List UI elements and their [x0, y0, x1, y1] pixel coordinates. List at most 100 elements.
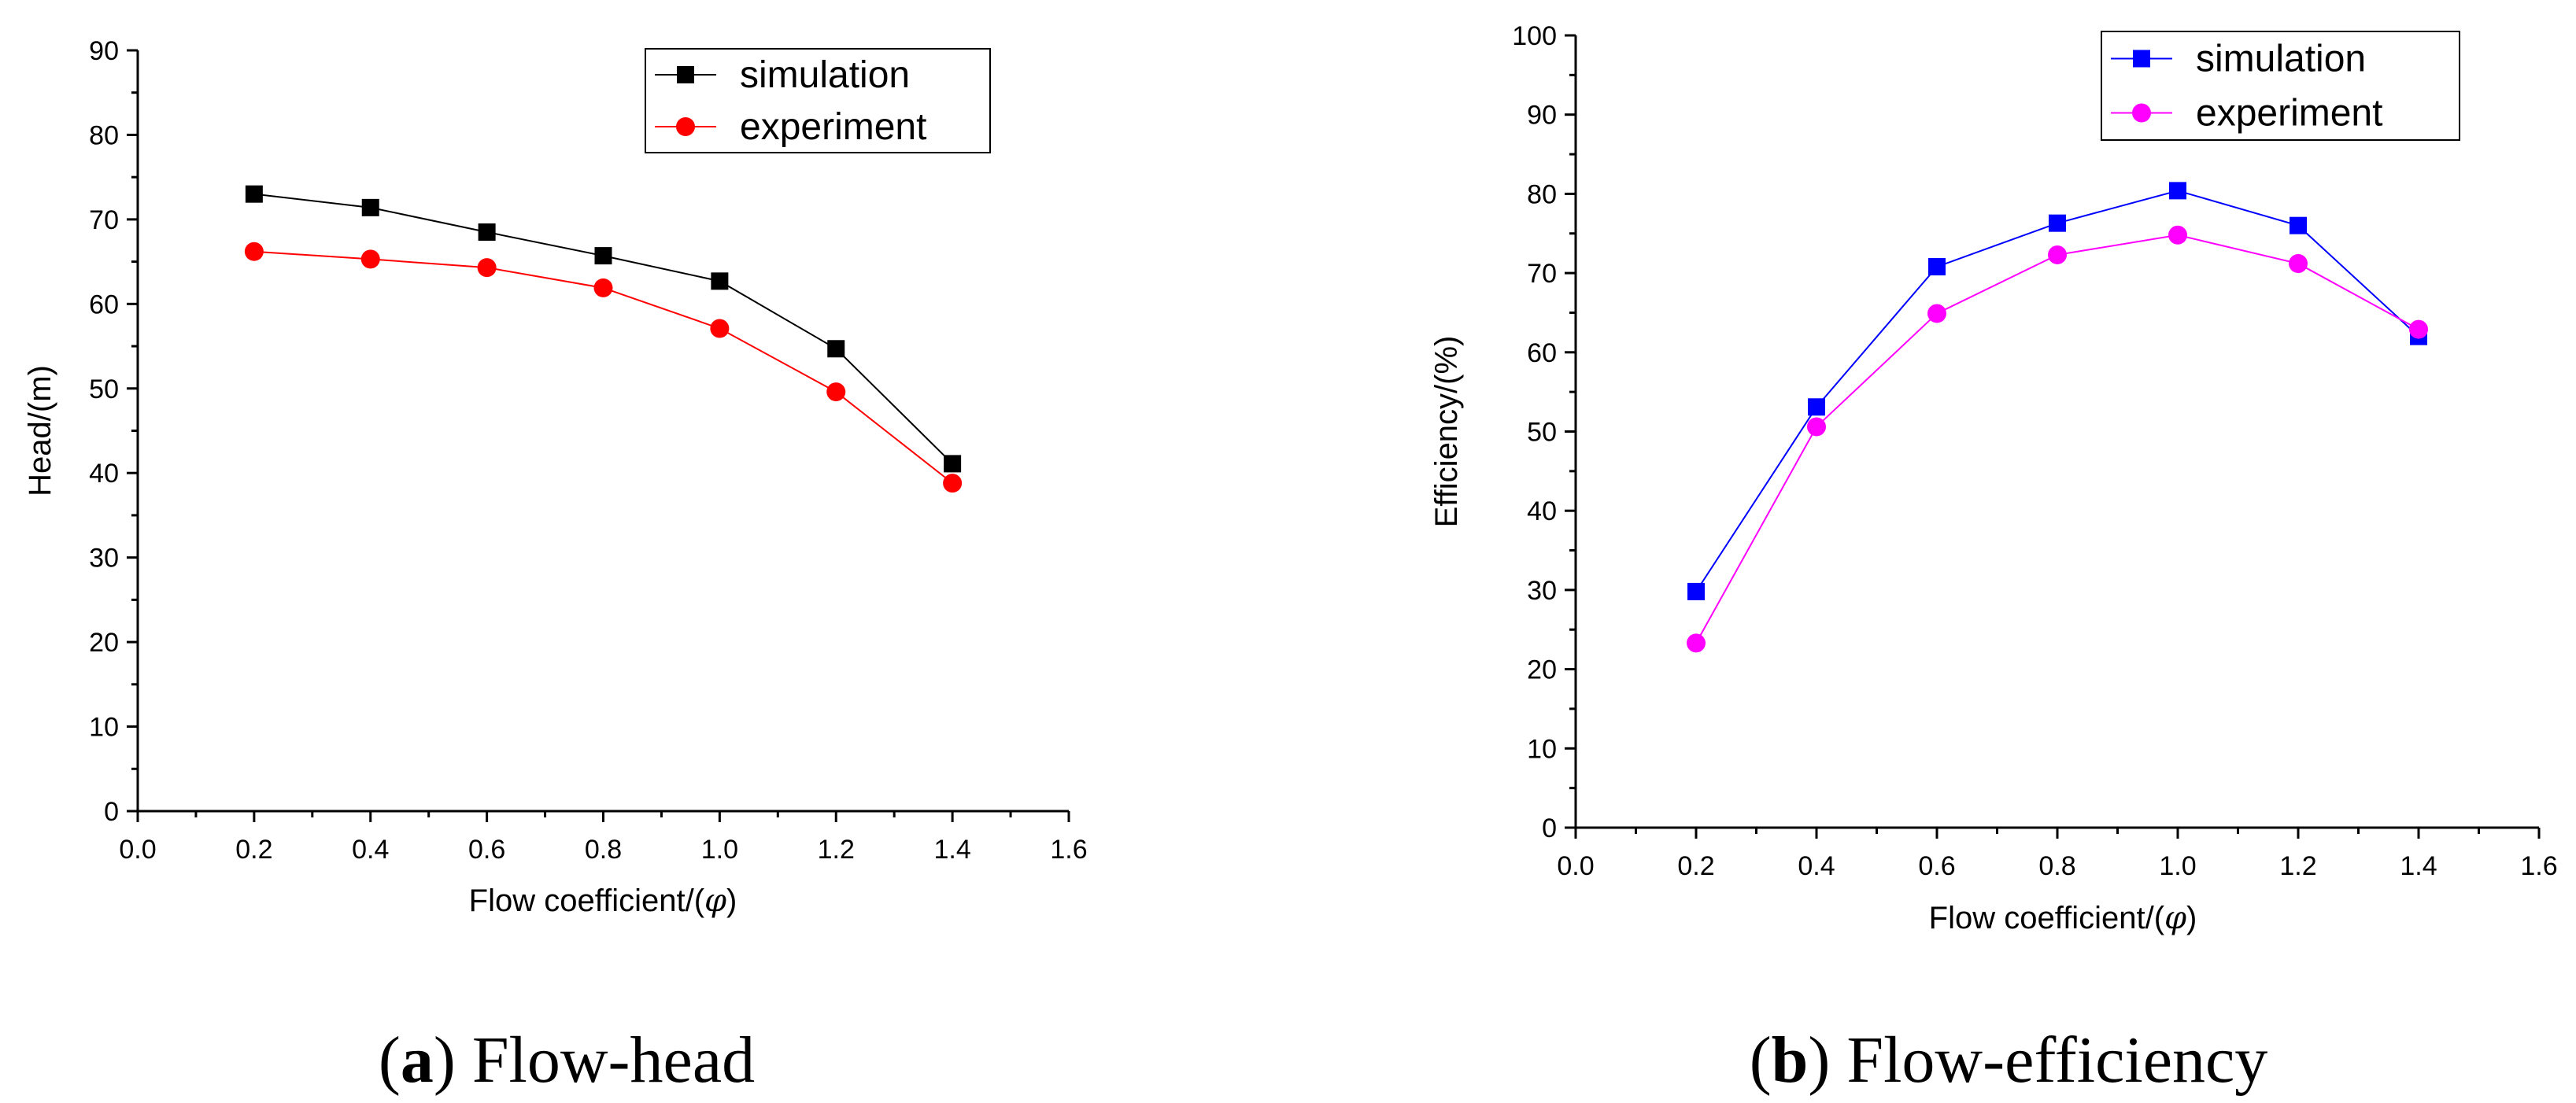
x-axis-label-symbol: φ — [2164, 900, 2186, 936]
legend-label-experiment: experiment — [740, 106, 926, 148]
y-tick-label: 60 — [89, 290, 119, 319]
figure-caption: (b) Flow-efficiency — [1750, 1024, 2268, 1097]
chart-flow-efficiency: 0 10 20 30 40 50 60 70 80 90 100 0.0 0.2 0.4 0.6 0.8 1.0… — [1429, 21, 2558, 1097]
x-tick-label: 0.2 — [235, 835, 272, 865]
chart-flow-head: 0 10 20 30 40 50 60 70 80 90 0.0 0.2 0.4 0.6 0.8 1.0 1.2… — [23, 36, 1088, 1097]
legend: simulation experiment — [2101, 31, 2460, 141]
data-point-experiment — [244, 242, 264, 261]
y-tick-label: 70 — [1527, 259, 1557, 289]
data-point-simulation — [2169, 182, 2186, 200]
x-axis-label-symbol: φ — [704, 883, 726, 919]
data-point-experiment — [2168, 225, 2187, 245]
y-axis-label: Head/(m) — [23, 365, 57, 496]
data-point-simulation — [1928, 258, 1946, 276]
x-tick-label: 0.8 — [2038, 851, 2075, 881]
figure-caption: (a) Flow-head — [379, 1024, 755, 1097]
x-axis-label-suffix: ) — [2186, 901, 2197, 935]
series-line-simulation — [253, 193, 953, 465]
caption-close-paren: ) — [1808, 1024, 1846, 1097]
caption-text: Flow-efficiency — [1846, 1024, 2267, 1097]
data-point-experiment — [2289, 254, 2308, 274]
x-tick-label: 1.4 — [2400, 851, 2437, 881]
data-point-experiment — [593, 278, 613, 297]
data-point-simulation — [594, 247, 612, 265]
legend-box — [2101, 31, 2460, 141]
data-point-simulation — [2049, 214, 2066, 232]
y-tick-label: 10 — [1527, 734, 1557, 764]
y-tick-label: 90 — [1527, 101, 1557, 131]
y-tick-label: 60 — [1527, 338, 1557, 368]
x-axis-label-prefix: Flow coefficient/( — [469, 884, 705, 918]
y-tick-label: 80 — [1527, 179, 1557, 209]
x-axis-label-suffix: ) — [726, 884, 737, 918]
x-tick-label: 0.4 — [1798, 851, 1835, 881]
x-tick-label: 1.6 — [2520, 851, 2557, 881]
x-axis-label: Flow coefficient/(φ) — [469, 883, 737, 919]
data-point-experiment — [710, 319, 730, 338]
x-tick-label: 1.4 — [933, 835, 970, 865]
x-tick-label: 1.0 — [2159, 851, 2196, 881]
caption-close-paren: ) — [434, 1024, 472, 1097]
legend-label-experiment: experiment — [2196, 93, 2382, 135]
y-tick-label: 20 — [1527, 655, 1557, 685]
x-tick-label: 0.0 — [119, 835, 156, 865]
y-tick-label: 80 — [89, 120, 119, 150]
legend-marker-simulation — [677, 66, 694, 83]
legend-label-simulation: simulation — [740, 54, 910, 96]
x-tick-label: 1.0 — [701, 835, 738, 865]
y-tick-label: 10 — [89, 713, 119, 743]
caption-letter: b — [1772, 1024, 1809, 1097]
data-point-simulation — [944, 455, 962, 473]
legend: simulation experiment — [645, 48, 991, 153]
legend-label-simulation: simulation — [2196, 39, 2366, 80]
data-point-experiment — [943, 474, 963, 493]
caption-open-paren: ( — [1750, 1024, 1772, 1097]
y-tick-label: 20 — [89, 628, 119, 658]
y-tick-label: 40 — [1527, 496, 1557, 526]
data-point-simulation — [478, 223, 496, 242]
data-point-experiment — [477, 258, 497, 278]
caption-letter: a — [401, 1024, 434, 1097]
data-point-experiment — [2409, 319, 2428, 339]
x-tick-label: 0.0 — [1557, 851, 1594, 881]
y-tick-label: 0 — [104, 797, 119, 827]
data-point-experiment — [360, 249, 380, 269]
y-tick-label: 0 — [1542, 813, 1557, 843]
y-axis-label: Efficiency/(%) — [1429, 336, 1464, 528]
x-tick-label: 0.2 — [1677, 851, 1714, 881]
y-tick-label: 70 — [89, 205, 119, 235]
x-tick-label: 1.2 — [2279, 851, 2316, 881]
x-axis-label: Flow coefficient/(φ) — [1929, 900, 2197, 936]
y-tick-label: 90 — [89, 36, 119, 66]
data-point-experiment — [1807, 417, 1826, 437]
legend-marker-experiment — [2132, 103, 2151, 123]
y-tick-label: 30 — [1527, 576, 1557, 606]
x-tick-label: 0.6 — [468, 835, 505, 865]
y-tick-label: 50 — [89, 374, 119, 404]
caption-open-paren: ( — [379, 1024, 401, 1097]
data-point-simulation — [711, 272, 729, 290]
data-point-simulation — [827, 340, 845, 358]
x-tick-label: 0.4 — [352, 835, 389, 865]
x-axis-label-prefix: Flow coefficient/( — [1929, 901, 2165, 935]
legend-marker-experiment — [676, 117, 695, 136]
x-tick-label: 1.2 — [818, 835, 855, 865]
data-point-experiment — [2048, 245, 2067, 264]
x-tick-label: 0.6 — [1918, 851, 1955, 881]
data-point-simulation — [1687, 582, 1705, 600]
data-point-experiment — [1927, 304, 1946, 323]
data-point-simulation — [1808, 398, 1825, 416]
data-point-experiment — [1687, 633, 1706, 653]
legend-marker-simulation — [2133, 50, 2150, 68]
legend-box — [645, 48, 991, 153]
y-tick-label: 100 — [1512, 21, 1557, 51]
y-tick-label: 50 — [1527, 418, 1557, 448]
data-point-experiment — [826, 382, 846, 402]
data-point-simulation — [361, 198, 379, 216]
data-point-simulation — [245, 185, 263, 203]
y-tick-label: 30 — [89, 544, 119, 574]
series-line-experiment — [1695, 234, 2419, 644]
x-tick-label: 0.8 — [585, 835, 622, 865]
x-tick-label: 1.6 — [1050, 835, 1087, 865]
